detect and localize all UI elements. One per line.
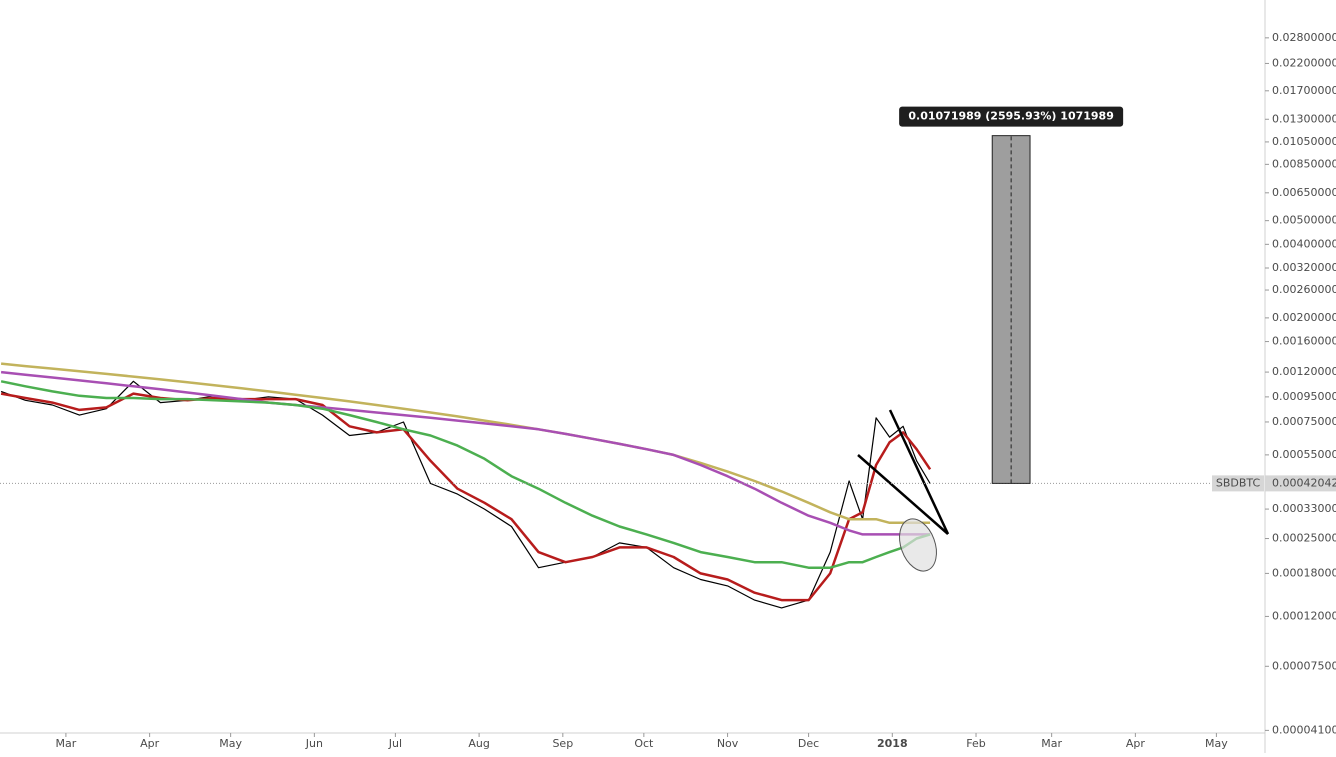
x-tick-label: Oct: [634, 737, 654, 750]
x-tick-label: Feb: [966, 737, 985, 750]
y-tick-label: 0.00200000: [1272, 311, 1336, 324]
y-tick-label: 0.01050000: [1272, 135, 1336, 148]
x-tick-label: Sep: [552, 737, 573, 750]
y-tick-label: 0.00850000: [1272, 157, 1336, 170]
x-tick-label: Mar: [56, 737, 77, 750]
y-tick-label: 0.00055000: [1272, 448, 1336, 461]
measure-label: 0.01071989 (2595.93%) 1071989: [908, 110, 1113, 123]
series-line: [0, 370, 931, 536]
y-tick-label: 0.02800000: [1272, 31, 1336, 44]
highlight-ellipse: [899, 518, 937, 572]
y-tick-label: 0.00004100: [1272, 723, 1336, 736]
y-tick-label: 0.00400000: [1272, 237, 1336, 250]
trend-line: [888, 409, 950, 535]
y-tick-label: 0.01700000: [1272, 84, 1336, 97]
x-tick-label: Jun: [305, 737, 323, 750]
x-tick-label: 2018: [877, 737, 908, 750]
y-tick-label: 0.02200000: [1272, 56, 1336, 69]
y-tick-label: 0.00075000: [1272, 415, 1336, 428]
y-tick-label: 0.00007500: [1272, 659, 1336, 672]
x-tick-label: May: [1205, 737, 1228, 750]
x-tick-label: May: [219, 737, 242, 750]
y-tick-label: 0.01300000: [1272, 112, 1336, 125]
series-line: [0, 380, 931, 609]
plot: [0, 362, 932, 609]
y-tick-label: 0.00650000: [1272, 186, 1336, 199]
x-tick-label: Dec: [798, 737, 819, 750]
x-tick-label: Aug: [468, 737, 489, 750]
symbol-label: SBDBTC: [1216, 476, 1261, 489]
symbol-label-bg: [1212, 475, 1264, 492]
y-tick-label: 0.00260000: [1272, 283, 1336, 296]
y-tick-label: 0.00500000: [1272, 214, 1336, 227]
y-tick-label: 0.00033000: [1272, 502, 1336, 515]
price-label-bg: [1265, 475, 1336, 492]
y-tick-label: 0.00320000: [1272, 261, 1336, 274]
y-tick-label: 0.00120000: [1272, 365, 1336, 378]
x-tick-label: Apr: [1126, 737, 1146, 750]
measure-label-bg: [899, 106, 1124, 127]
x-tick-label: Apr: [140, 737, 160, 750]
x-tick-label: Nov: [717, 737, 739, 750]
price-label: 0.00042042: [1272, 476, 1336, 489]
y-tick-label: 0.00012000: [1272, 609, 1336, 622]
y-tick-label: 0.00018000: [1272, 566, 1336, 579]
trend-line: [857, 454, 949, 535]
x-tick-label: Mar: [1041, 737, 1062, 750]
series-line: [0, 362, 931, 525]
y-tick-label: 0.00095000: [1272, 390, 1336, 403]
x-tick-label: Jul: [388, 737, 402, 750]
series-line: [0, 380, 931, 569]
y-tick-label: 0.00160000: [1272, 335, 1336, 348]
y-tick-label: 0.00025000: [1272, 532, 1336, 545]
